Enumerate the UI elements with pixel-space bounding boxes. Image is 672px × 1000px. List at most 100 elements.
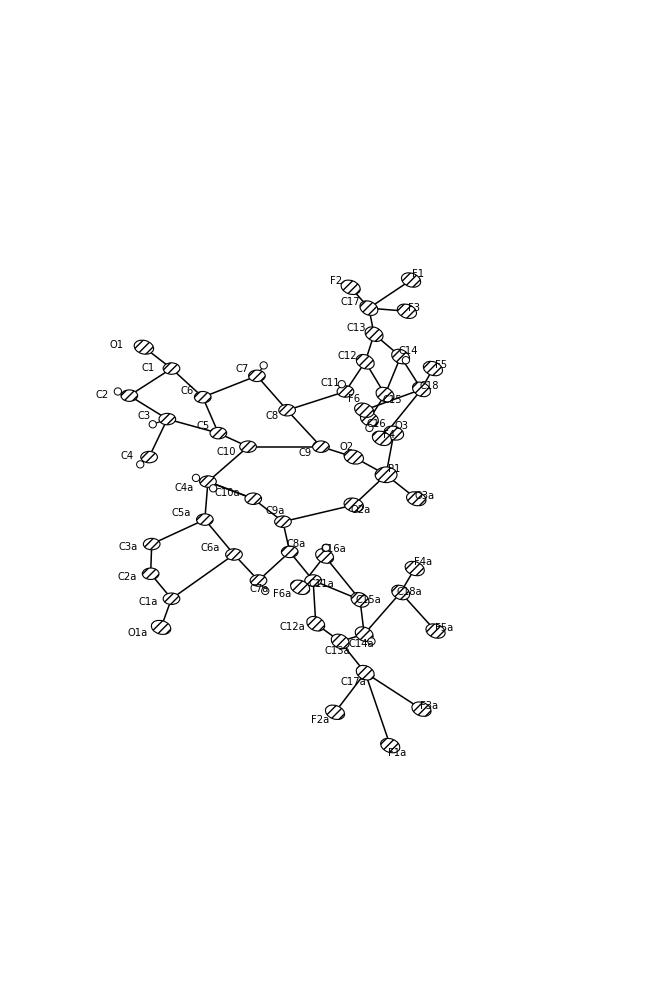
Ellipse shape	[392, 585, 410, 600]
Ellipse shape	[355, 403, 374, 417]
Ellipse shape	[372, 431, 392, 446]
Ellipse shape	[210, 485, 217, 492]
Ellipse shape	[279, 404, 296, 416]
Text: F5: F5	[435, 360, 448, 370]
Ellipse shape	[365, 327, 383, 341]
Ellipse shape	[405, 561, 424, 576]
Text: C17a: C17a	[341, 677, 367, 687]
Ellipse shape	[159, 413, 175, 425]
Ellipse shape	[401, 273, 421, 287]
Text: C13: C13	[346, 323, 366, 333]
Text: C14: C14	[398, 346, 418, 356]
Ellipse shape	[114, 388, 122, 395]
Ellipse shape	[200, 476, 216, 487]
Ellipse shape	[140, 451, 157, 463]
Ellipse shape	[351, 592, 369, 607]
Ellipse shape	[355, 627, 373, 641]
Ellipse shape	[226, 549, 243, 560]
Ellipse shape	[376, 387, 394, 402]
Ellipse shape	[412, 702, 431, 716]
Ellipse shape	[312, 441, 329, 452]
Ellipse shape	[356, 665, 374, 680]
Text: C13a: C13a	[325, 646, 350, 656]
Ellipse shape	[121, 390, 138, 401]
Text: C14a: C14a	[348, 639, 374, 649]
Ellipse shape	[305, 575, 321, 586]
Ellipse shape	[344, 498, 364, 512]
Ellipse shape	[143, 538, 160, 550]
Text: C10: C10	[216, 447, 236, 457]
Ellipse shape	[356, 354, 374, 369]
Text: C10a: C10a	[214, 488, 240, 498]
Text: C5: C5	[196, 421, 210, 431]
Ellipse shape	[344, 498, 364, 512]
Ellipse shape	[163, 363, 180, 374]
Ellipse shape	[341, 280, 360, 295]
Ellipse shape	[136, 461, 144, 468]
Ellipse shape	[210, 427, 226, 439]
Ellipse shape	[423, 361, 443, 376]
Ellipse shape	[423, 361, 443, 376]
Text: C3: C3	[137, 411, 151, 421]
Ellipse shape	[407, 492, 426, 506]
Ellipse shape	[365, 327, 383, 341]
Ellipse shape	[384, 426, 404, 440]
Ellipse shape	[275, 516, 291, 527]
Ellipse shape	[260, 362, 267, 369]
Ellipse shape	[226, 549, 243, 560]
Text: C18a: C18a	[396, 587, 422, 597]
Text: C6: C6	[181, 386, 194, 396]
Ellipse shape	[290, 580, 310, 594]
Text: C16: C16	[367, 419, 386, 429]
Text: C5a: C5a	[172, 508, 191, 518]
Ellipse shape	[356, 665, 374, 680]
Ellipse shape	[412, 702, 431, 716]
Ellipse shape	[151, 620, 171, 634]
Ellipse shape	[405, 561, 424, 576]
Ellipse shape	[245, 493, 261, 504]
Ellipse shape	[403, 357, 409, 364]
Ellipse shape	[372, 431, 392, 446]
Ellipse shape	[290, 580, 310, 594]
Text: F2a: F2a	[311, 715, 329, 725]
Ellipse shape	[325, 705, 345, 719]
Ellipse shape	[249, 370, 265, 382]
Ellipse shape	[331, 634, 349, 649]
Text: O3a: O3a	[415, 491, 435, 501]
Ellipse shape	[194, 391, 211, 403]
Text: O2: O2	[339, 442, 353, 452]
Ellipse shape	[380, 738, 400, 753]
Text: O2a: O2a	[351, 505, 371, 515]
Ellipse shape	[360, 412, 378, 426]
Text: C4a: C4a	[175, 483, 194, 493]
Ellipse shape	[413, 382, 431, 397]
Ellipse shape	[282, 546, 298, 558]
Text: F1: F1	[413, 269, 425, 279]
Ellipse shape	[305, 575, 321, 586]
Ellipse shape	[397, 304, 417, 318]
Ellipse shape	[337, 386, 353, 397]
Ellipse shape	[151, 620, 171, 634]
Text: O1a: O1a	[128, 628, 148, 638]
Text: O3: O3	[394, 421, 408, 431]
Ellipse shape	[355, 403, 374, 417]
Text: F6: F6	[347, 394, 360, 404]
Ellipse shape	[134, 340, 154, 354]
Text: F3: F3	[408, 303, 420, 313]
Ellipse shape	[384, 426, 404, 440]
Text: C18: C18	[419, 381, 439, 391]
Ellipse shape	[316, 549, 333, 563]
Text: C2: C2	[95, 390, 109, 400]
Ellipse shape	[355, 627, 373, 641]
Ellipse shape	[392, 349, 410, 364]
Ellipse shape	[392, 585, 410, 600]
Ellipse shape	[316, 549, 333, 563]
Text: F2: F2	[330, 276, 342, 286]
Ellipse shape	[250, 575, 267, 586]
Ellipse shape	[140, 451, 157, 463]
Ellipse shape	[360, 301, 378, 315]
Text: F4a: F4a	[414, 557, 432, 567]
Text: C1a: C1a	[138, 597, 158, 607]
Ellipse shape	[261, 587, 269, 595]
Ellipse shape	[426, 624, 445, 638]
